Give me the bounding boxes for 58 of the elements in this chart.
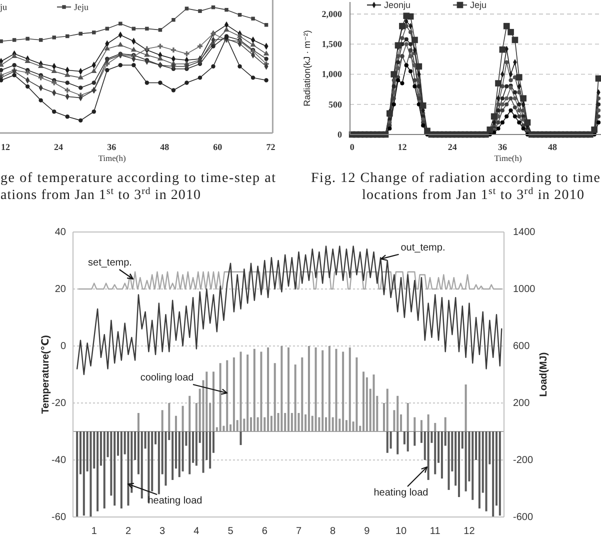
x-tick-label: 6	[262, 526, 268, 538]
x-tick-label: 72	[266, 142, 276, 152]
x-tick-label: 24	[448, 142, 458, 152]
y-tick-label: -60	[52, 512, 66, 524]
text: ge of temperature according to time-step at	[0, 171, 276, 186]
x-tick-label: 5	[228, 526, 234, 538]
text: ations from Jan 1$^{st}$ to 3$^{rd}$ in 2010	[0, 186, 200, 203]
x-tick-label: 12	[464, 526, 476, 538]
y-tick-label: 1,500	[322, 39, 342, 50]
text: locations from Jan 1$^{st}$ to 3$^{rd}$ in 2010	[362, 186, 584, 203]
y-tick-label: 0	[338, 129, 342, 140]
legend-label: Jeju	[74, 2, 89, 12]
y-tick-label: -20	[52, 398, 66, 410]
x-axis-title: Time(h)	[494, 153, 522, 163]
annotation: ju	[0, 2, 8, 12]
x-tick-label: 60	[213, 142, 223, 152]
annotation: out_temp.	[400, 242, 446, 254]
annotation: set_temp.	[88, 258, 132, 268]
y2-tick-label: 600	[513, 341, 530, 352]
x-tick-label: 24	[54, 142, 64, 152]
annotation: cooling load	[140, 372, 194, 384]
annotation: heating load	[374, 488, 428, 498]
y2-tick-label: 1000	[513, 284, 536, 296]
legend-label: Jeonju	[384, 0, 411, 10]
y2-tick-label: -200	[513, 455, 534, 466]
x-tick-label: 9	[364, 526, 370, 538]
y-tick-label: 2,000	[322, 8, 342, 19]
x-tick-label: 48	[160, 142, 170, 152]
x-tick-label: 36	[107, 142, 117, 152]
x-tick-label: 3	[160, 526, 166, 538]
x-tick-label: 4	[194, 526, 200, 538]
y-tick-label: 500	[328, 99, 342, 110]
annotation: heating load	[148, 496, 202, 506]
legend-label: Jeju	[470, 0, 487, 10]
x-tick-label: 36	[498, 142, 508, 152]
y-tick-label: -40	[52, 455, 66, 466]
y-tick-label: 40	[54, 227, 66, 238]
y2-tick-label: -600	[513, 512, 534, 524]
caption: Fig. 12 Change of radiation according to time	[311, 171, 600, 186]
y-tick-label: 20	[54, 284, 66, 296]
y-axis-title: Radiation(kJ · m⁻²)	[302, 30, 312, 106]
x-tick-label: 10	[395, 526, 408, 538]
x-tick-label: 48	[548, 142, 558, 152]
x-tick-label: 1	[91, 526, 98, 538]
y-axis-title: Temperature(℃)	[40, 335, 52, 414]
y2-tick-label: 200	[513, 398, 530, 410]
y2-tick-label: 1400	[513, 227, 536, 238]
x-tick-label: 7	[296, 526, 302, 538]
x-tick-label: 8	[330, 526, 336, 538]
x-tick-label: 12	[398, 142, 408, 152]
x-tick-label: 2	[125, 526, 132, 538]
x-tick-label: 11	[430, 526, 441, 538]
y2-axis-title: Load(MJ)	[538, 352, 550, 397]
x-tick-label: 12	[0, 142, 10, 152]
y-tick-label: 1,000	[322, 69, 342, 80]
y-tick-label: 0	[60, 341, 66, 352]
x-axis-title: Time(h)	[98, 153, 126, 163]
x-tick-label: 0	[350, 142, 355, 152]
